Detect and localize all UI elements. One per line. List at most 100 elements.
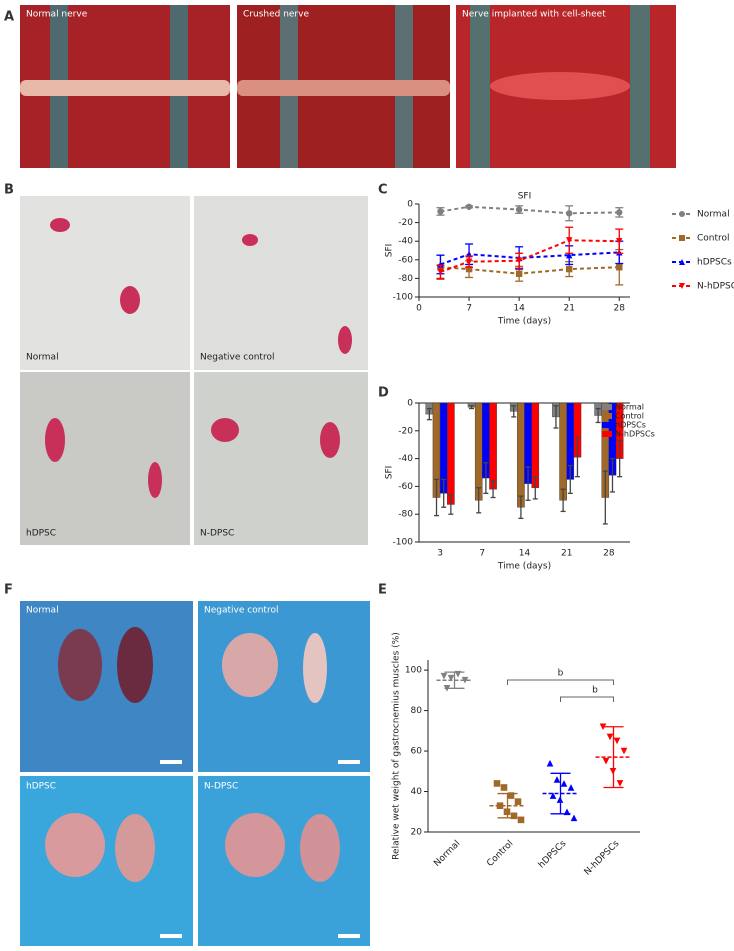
photo bbox=[198, 776, 370, 946]
marker bbox=[514, 798, 522, 805]
y-tick-label: -40 bbox=[398, 454, 413, 464]
marker bbox=[553, 776, 561, 783]
y-tick-label: 0 bbox=[407, 399, 413, 409]
x-tick-label: 14 bbox=[513, 304, 525, 314]
marker bbox=[437, 268, 444, 276]
nerve bbox=[20, 80, 230, 96]
marker bbox=[515, 270, 523, 277]
photo-caption: N-DPSC bbox=[204, 782, 238, 792]
x-tick-label: 21 bbox=[561, 549, 572, 559]
bar bbox=[489, 402, 497, 490]
marker bbox=[679, 259, 685, 265]
marker bbox=[447, 674, 455, 682]
panel-label: D bbox=[378, 386, 389, 401]
marker bbox=[515, 257, 523, 264]
marker bbox=[679, 283, 685, 289]
bar bbox=[474, 402, 483, 501]
x-tick-label: 14 bbox=[519, 549, 531, 559]
photo-caption: hDPSC bbox=[26, 782, 56, 792]
legend-swatch bbox=[602, 404, 612, 410]
marker bbox=[679, 235, 685, 241]
scale-bar bbox=[160, 760, 360, 938]
x-tick-label: 28 bbox=[603, 549, 615, 559]
marker bbox=[616, 780, 624, 787]
marker bbox=[616, 238, 623, 245]
photo-caption: Negative control bbox=[200, 353, 274, 363]
y-tick-label: -80 bbox=[398, 274, 413, 284]
photo bbox=[20, 601, 193, 772]
y-tick-label: 80 bbox=[411, 706, 423, 716]
y-tick-label: -100 bbox=[393, 293, 414, 303]
marker bbox=[613, 737, 621, 745]
marker bbox=[507, 792, 515, 799]
bar bbox=[531, 402, 540, 488]
marker bbox=[461, 676, 469, 684]
panel-label: B bbox=[4, 183, 14, 198]
x-axis-label: Time (days) bbox=[497, 317, 551, 327]
legend-label: Normal bbox=[615, 403, 644, 412]
paw-prints bbox=[45, 218, 352, 498]
legend-label: hDPSCs bbox=[697, 258, 732, 268]
x-tick-label: 28 bbox=[614, 304, 626, 314]
marker bbox=[496, 802, 504, 809]
y-tick-label: 100 bbox=[405, 666, 422, 676]
photo-caption: Negative control bbox=[204, 606, 278, 616]
marker bbox=[566, 210, 573, 217]
chart-title: SFI bbox=[518, 192, 532, 202]
y-tick-label: -60 bbox=[398, 482, 413, 492]
legend-swatch bbox=[602, 422, 612, 428]
panel-label: A bbox=[4, 10, 14, 25]
marker bbox=[616, 264, 623, 271]
muscle bbox=[45, 627, 340, 882]
x-tick-label: N-hDPSCs bbox=[583, 839, 622, 878]
legend-label: hDPSCs bbox=[615, 421, 646, 430]
y-axis-label: SFI bbox=[385, 244, 395, 258]
photo bbox=[20, 372, 190, 545]
marker bbox=[560, 780, 568, 787]
y-tick-label: 40 bbox=[411, 787, 423, 797]
marker bbox=[510, 812, 518, 820]
marker bbox=[493, 780, 501, 787]
photo bbox=[194, 372, 368, 545]
photo bbox=[20, 776, 193, 946]
y-tick-label: -100 bbox=[393, 538, 414, 548]
x-axis-label: Time (days) bbox=[497, 562, 551, 572]
marker bbox=[437, 261, 444, 268]
photo-caption: Normal bbox=[26, 606, 59, 616]
x-tick-label: Normal bbox=[432, 839, 462, 869]
photo-caption: Normal nerve bbox=[26, 10, 88, 20]
marker bbox=[602, 757, 610, 765]
marker bbox=[570, 814, 578, 822]
clamp bbox=[470, 5, 490, 168]
marker bbox=[500, 784, 508, 791]
legend-label: Control bbox=[615, 412, 644, 421]
panel-label: E bbox=[378, 583, 387, 598]
marker bbox=[546, 759, 554, 767]
photo-caption: N-DPSC bbox=[200, 529, 234, 539]
y-tick-label: -40 bbox=[398, 237, 413, 247]
y-tick-label: -20 bbox=[398, 426, 413, 436]
x-tick-label: 7 bbox=[479, 549, 485, 559]
bar bbox=[447, 402, 455, 505]
legend-label: N-hDPSCs bbox=[615, 430, 655, 439]
photo-caption: Normal bbox=[26, 353, 59, 363]
legend-label: Control bbox=[697, 234, 730, 244]
y-tick-label: 60 bbox=[411, 747, 423, 757]
significance-bracket bbox=[507, 679, 614, 685]
photo bbox=[198, 601, 370, 772]
marker bbox=[616, 209, 623, 216]
nerve bbox=[490, 72, 630, 100]
x-tick-label: 21 bbox=[563, 304, 574, 314]
y-axis-label: Relative wet weight of gastrocnemius mus… bbox=[392, 632, 402, 860]
marker bbox=[517, 816, 525, 824]
legend-label: Normal bbox=[697, 210, 730, 220]
panel-label: C bbox=[378, 183, 388, 198]
bar bbox=[517, 402, 525, 508]
photo-caption: Nerve implanted with cell-sheet bbox=[462, 10, 606, 20]
y-tick-label: -80 bbox=[398, 510, 413, 520]
photo-caption: Crushed nerve bbox=[243, 10, 309, 20]
significance-bracket bbox=[560, 696, 614, 702]
nerve bbox=[237, 80, 450, 96]
marker bbox=[566, 237, 573, 244]
